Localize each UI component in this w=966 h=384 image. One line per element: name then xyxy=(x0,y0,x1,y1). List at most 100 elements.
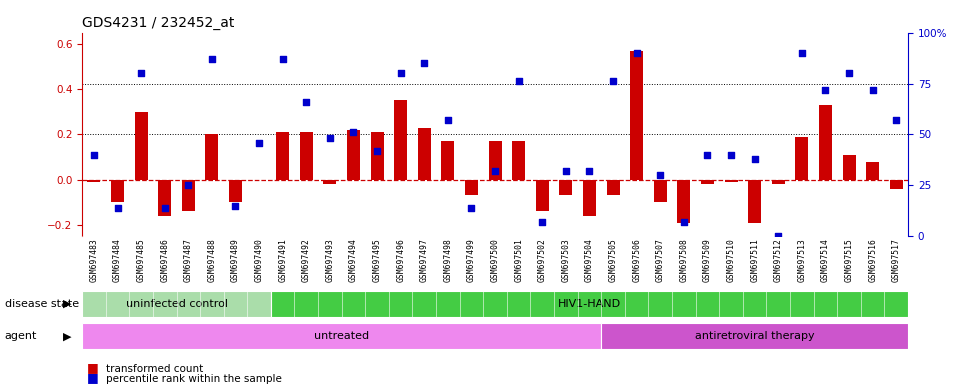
Text: disease state: disease state xyxy=(5,299,79,309)
Point xyxy=(251,139,267,146)
Bar xyxy=(87,180,100,182)
Point xyxy=(511,78,526,84)
Bar xyxy=(512,141,526,180)
Point xyxy=(699,152,715,158)
Text: GSM697487: GSM697487 xyxy=(184,238,193,281)
Text: GSM697497: GSM697497 xyxy=(420,238,429,281)
Point xyxy=(653,172,668,178)
Bar xyxy=(465,180,478,195)
Text: agent: agent xyxy=(5,331,38,341)
Point xyxy=(440,117,456,123)
Point xyxy=(534,219,550,225)
Point xyxy=(369,147,384,154)
Bar xyxy=(724,180,738,182)
Point xyxy=(416,60,432,66)
Text: GSM697500: GSM697500 xyxy=(491,238,499,281)
Text: GSM697491: GSM697491 xyxy=(278,238,287,281)
Text: GSM697493: GSM697493 xyxy=(326,238,334,281)
Text: transformed count: transformed count xyxy=(106,364,204,374)
Point xyxy=(204,56,219,62)
Bar xyxy=(82,323,601,349)
Bar xyxy=(299,132,313,180)
Bar xyxy=(819,105,832,180)
Point xyxy=(488,168,503,174)
Bar xyxy=(701,180,714,184)
Bar xyxy=(347,130,360,180)
Point xyxy=(606,78,621,84)
Text: HIV1-HAND: HIV1-HAND xyxy=(558,299,621,309)
Bar xyxy=(324,180,336,184)
Point xyxy=(582,168,597,174)
Bar xyxy=(772,180,784,184)
Text: GSM697501: GSM697501 xyxy=(514,238,524,281)
Bar xyxy=(276,132,289,180)
Bar xyxy=(654,180,667,202)
Bar xyxy=(134,112,148,180)
Text: uninfected control: uninfected control xyxy=(126,299,228,309)
Text: GSM697515: GSM697515 xyxy=(844,238,854,281)
Bar xyxy=(559,180,573,195)
Point xyxy=(771,233,786,239)
Text: GSM697509: GSM697509 xyxy=(703,238,712,281)
Text: GSM697495: GSM697495 xyxy=(373,238,382,281)
Text: GSM697484: GSM697484 xyxy=(113,238,122,281)
Point xyxy=(298,99,314,105)
Point xyxy=(841,70,857,76)
Point xyxy=(133,70,149,76)
Text: GDS4231 / 232452_at: GDS4231 / 232452_at xyxy=(82,16,235,30)
Point xyxy=(747,156,762,162)
Text: GSM697492: GSM697492 xyxy=(301,238,311,281)
Point xyxy=(156,205,172,211)
Text: GSM697513: GSM697513 xyxy=(797,238,807,281)
Text: GSM697510: GSM697510 xyxy=(726,238,735,281)
Point xyxy=(275,56,291,62)
Bar xyxy=(607,180,619,195)
Bar xyxy=(158,180,171,216)
Point xyxy=(724,152,739,158)
Text: GSM697507: GSM697507 xyxy=(656,238,665,281)
Bar xyxy=(206,134,218,180)
Bar xyxy=(677,180,691,223)
Text: GSM697506: GSM697506 xyxy=(632,238,641,281)
Text: GSM697488: GSM697488 xyxy=(208,238,216,281)
Bar xyxy=(890,180,903,189)
Point xyxy=(228,203,243,209)
Text: GSM697502: GSM697502 xyxy=(538,238,547,281)
Bar xyxy=(394,101,408,180)
Text: GSM697503: GSM697503 xyxy=(561,238,570,281)
Text: untreated: untreated xyxy=(314,331,369,341)
Text: ▶: ▶ xyxy=(63,331,71,341)
Point xyxy=(794,50,810,56)
Point xyxy=(346,129,361,136)
Text: GSM697490: GSM697490 xyxy=(255,238,264,281)
Bar xyxy=(867,162,879,180)
Text: GSM697505: GSM697505 xyxy=(609,238,617,281)
Bar xyxy=(795,137,809,180)
Text: GSM697512: GSM697512 xyxy=(774,238,782,281)
Text: GSM697498: GSM697498 xyxy=(443,238,452,281)
Text: ■: ■ xyxy=(87,371,99,384)
Bar xyxy=(748,180,761,223)
Point xyxy=(110,205,126,211)
Text: GSM697517: GSM697517 xyxy=(892,238,900,281)
Point xyxy=(393,70,409,76)
Text: GSM697514: GSM697514 xyxy=(821,238,830,281)
Bar xyxy=(441,141,454,180)
Bar xyxy=(489,141,501,180)
Text: ■: ■ xyxy=(87,361,99,374)
Point xyxy=(889,117,904,123)
Text: ▶: ▶ xyxy=(63,299,71,309)
Point xyxy=(817,86,833,93)
Bar xyxy=(229,180,242,202)
Point xyxy=(558,168,574,174)
Point xyxy=(865,86,880,93)
Bar xyxy=(371,132,384,180)
Bar xyxy=(111,180,124,202)
Text: GSM697508: GSM697508 xyxy=(679,238,689,281)
Point xyxy=(323,136,338,142)
Text: GSM697504: GSM697504 xyxy=(585,238,594,281)
Bar xyxy=(270,291,908,317)
Point xyxy=(464,205,479,211)
Point xyxy=(181,182,196,189)
Text: GSM697499: GSM697499 xyxy=(467,238,476,281)
